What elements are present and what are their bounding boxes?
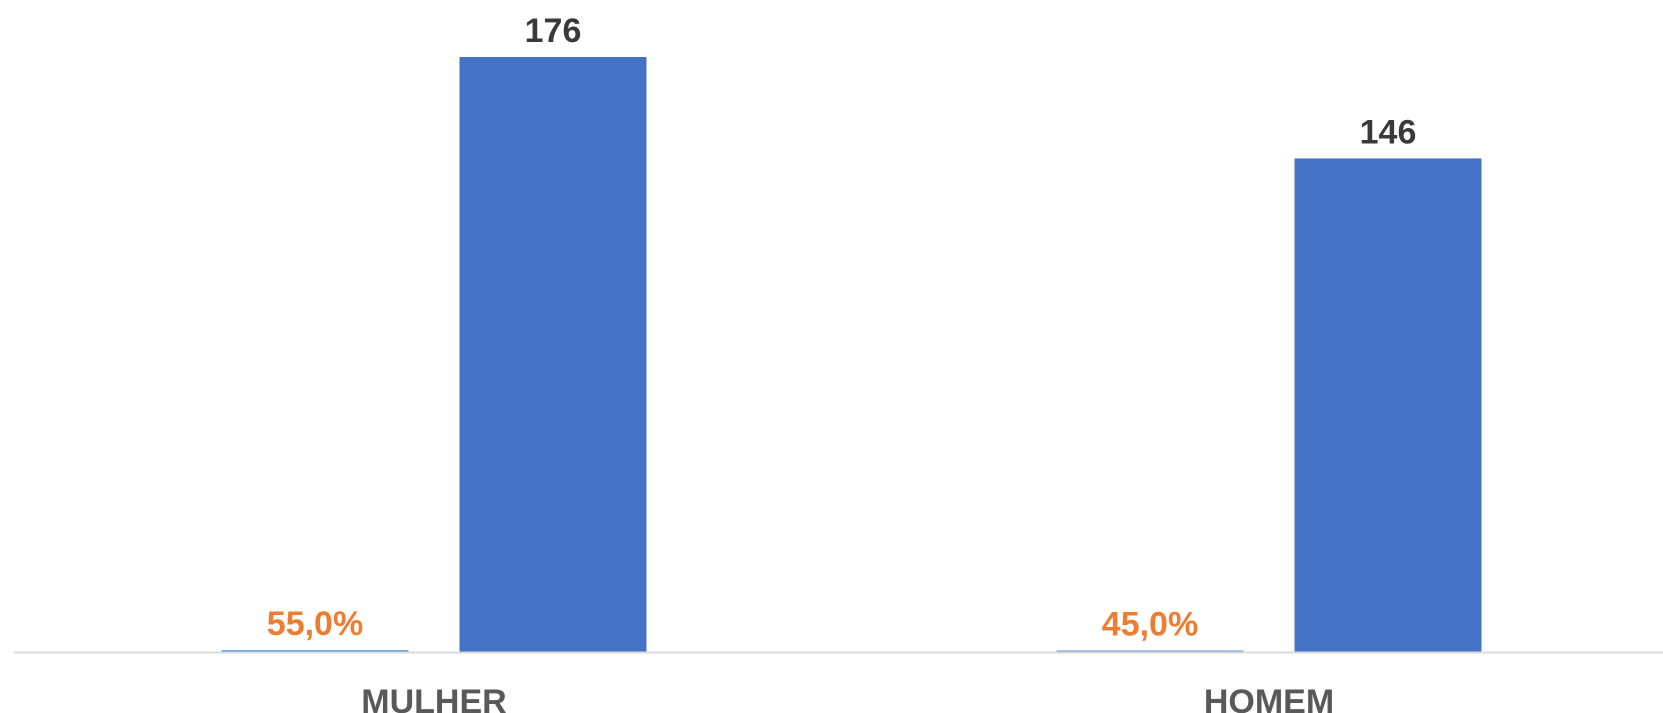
category-label-homem: HOMEM [1204,683,1334,713]
value-label-mulher: 176 [525,12,582,50]
percent-label-homem: 45,0% [1102,605,1198,643]
bar-homem-series-1 [1294,158,1482,652]
bar-mulher-series-1 [459,57,647,652]
value-label-homem: 146 [1360,113,1417,151]
bar-homem-series-0 [1056,650,1244,652]
percent-label-mulher: 55,0% [267,605,363,643]
category-label-mulher: MULHER [361,683,506,713]
bar-mulher-series-0 [221,650,409,652]
